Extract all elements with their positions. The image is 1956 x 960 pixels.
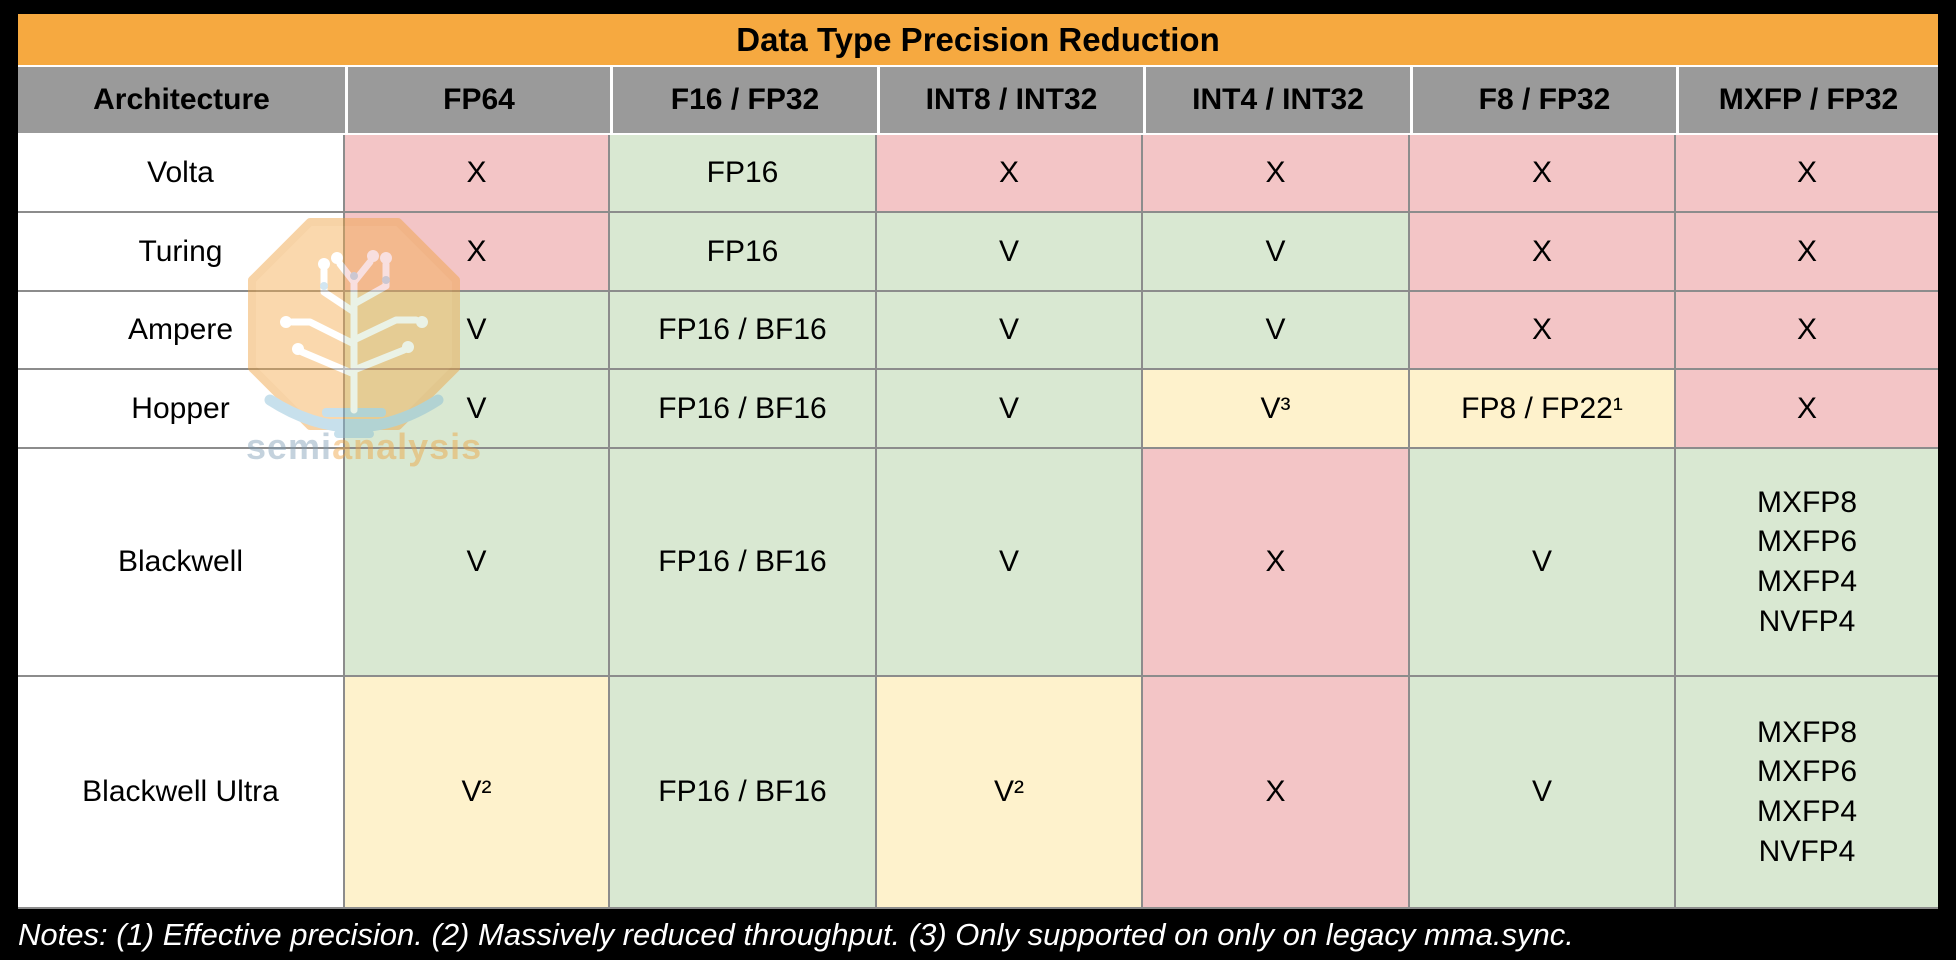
cell-turing-int8: V: [877, 213, 1143, 292]
cell-blackwell-f8: V: [1410, 449, 1676, 677]
cell-blackwell-ultra-f8: V: [1410, 677, 1676, 909]
cell-volta-mxfp: X: [1676, 135, 1938, 213]
cell-blackwell-ultra-fp64: V²: [345, 677, 610, 909]
row-header-volta: Volta: [18, 135, 345, 213]
cell-turing-f16: FP16: [610, 213, 877, 292]
header-row: Architecture FP64 F16 / FP32 INT8 / INT3…: [18, 67, 1938, 135]
cell-volta-fp64: X: [345, 135, 610, 213]
cell-hopper-f16: FP16 / BF16: [610, 370, 877, 449]
cell-hopper-int8: V: [877, 370, 1143, 449]
cell-ampere-int8: V: [877, 292, 1143, 370]
row-header-blackwell-ultra: Blackwell Ultra: [18, 677, 345, 909]
footnotes-text: Notes: (1) Effective precision. (2) Mass…: [18, 916, 1574, 952]
col-header-f8-fp32: F8 / FP32: [1410, 67, 1676, 135]
cell-turing-int4: V: [1143, 213, 1410, 292]
cell-hopper-mxfp: X: [1676, 370, 1938, 449]
cell-blackwell-ultra-mxfp: MXFP8 MXFP6 MXFP4 NVFP4: [1676, 677, 1938, 909]
table-row-blackwell-ultra: Blackwell Ultra V² FP16 / BF16 V² X V MX…: [18, 677, 1938, 909]
table-row-turing: Turing X FP16 V V X X: [18, 213, 1938, 292]
col-header-architecture: Architecture: [18, 67, 345, 135]
cell-blackwell-int4: X: [1143, 449, 1410, 677]
cell-volta-f8: X: [1410, 135, 1676, 213]
row-header-blackwell: Blackwell: [18, 449, 345, 677]
cell-blackwell-f16: FP16 / BF16: [610, 449, 877, 677]
col-header-f16-fp32: F16 / FP32: [610, 67, 877, 135]
col-header-mxfp-fp32: MXFP / FP32: [1676, 67, 1938, 135]
cell-turing-fp64: X: [345, 213, 610, 292]
row-header-hopper: Hopper: [18, 370, 345, 449]
table-row-ampere: Ampere V FP16 / BF16 V V X X: [18, 292, 1938, 370]
cell-blackwell-ultra-int4: X: [1143, 677, 1410, 909]
cell-hopper-fp64: V: [345, 370, 610, 449]
cell-ampere-int4: V: [1143, 292, 1410, 370]
cell-blackwell-fp64: V: [345, 449, 610, 677]
cell-ampere-mxfp: X: [1676, 292, 1938, 370]
cell-turing-mxfp: X: [1676, 213, 1938, 292]
table-title: Data Type Precision Reduction: [18, 14, 1938, 67]
cell-blackwell-int8: V: [877, 449, 1143, 677]
cell-hopper-int4: V³: [1143, 370, 1410, 449]
table-row-volta: Volta X FP16 X X X X: [18, 135, 1938, 213]
row-header-ampere: Ampere: [18, 292, 345, 370]
col-header-fp64: FP64: [345, 67, 610, 135]
cell-ampere-f8: X: [1410, 292, 1676, 370]
cell-ampere-f16: FP16 / BF16: [610, 292, 877, 370]
cell-volta-int8: X: [877, 135, 1143, 213]
table-row-blackwell: Blackwell V FP16 / BF16 V X V MXFP8 MXFP…: [18, 449, 1938, 677]
cell-hopper-f8: FP8 / FP22¹: [1410, 370, 1676, 449]
col-header-int8-int32: INT8 / INT32: [877, 67, 1143, 135]
cell-blackwell-ultra-f16: FP16 / BF16: [610, 677, 877, 909]
table-row-hopper: Hopper V FP16 / BF16 V V³ FP8 / FP22¹ X: [18, 370, 1938, 449]
cell-volta-f16: FP16: [610, 135, 877, 213]
cell-turing-f8: X: [1410, 213, 1676, 292]
notes-bar: Notes: (1) Effective precision. (2) Mass…: [18, 909, 1956, 960]
cell-ampere-fp64: V: [345, 292, 610, 370]
col-header-int4-int32: INT4 / INT32: [1143, 67, 1410, 135]
row-header-turing: Turing: [18, 213, 345, 292]
cell-volta-int4: X: [1143, 135, 1410, 213]
precision-support-table: Architecture FP64 F16 / FP32 INT8 / INT3…: [18, 67, 1938, 909]
cell-blackwell-mxfp: MXFP8 MXFP6 MXFP4 NVFP4: [1676, 449, 1938, 677]
cell-blackwell-ultra-int8: V²: [877, 677, 1143, 909]
